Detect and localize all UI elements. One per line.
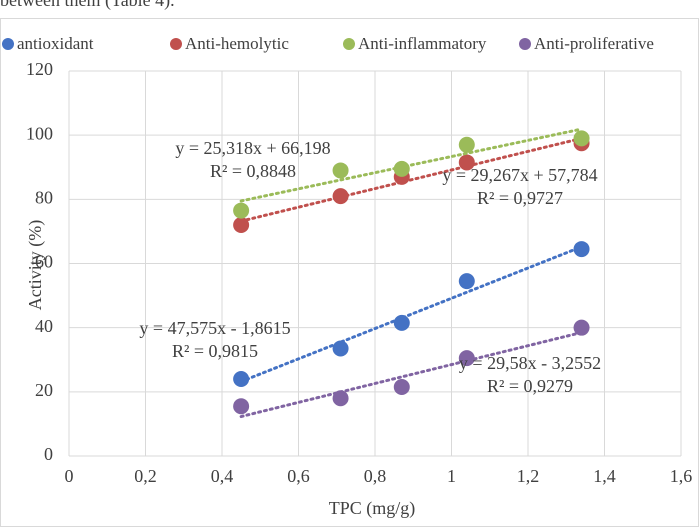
x-tick-label: 1,4 <box>593 466 616 486</box>
trendline-r2: R² = 0,9727 <box>477 188 563 208</box>
x-tick-label: 0,8 <box>364 466 387 486</box>
trendline-equation: y = 29,58x - 3,2552 <box>459 353 601 373</box>
x-tick-label: 1 <box>447 466 456 486</box>
x-tick-label: 0,4 <box>211 466 234 486</box>
y-tick-label: 120 <box>26 59 53 79</box>
x-tick-label: 0,2 <box>134 466 157 486</box>
data-point <box>332 340 349 357</box>
legend-label: Anti-proliferative <box>534 34 654 53</box>
x-tick-label: 0 <box>65 466 74 486</box>
x-axis-title: TPC (mg/g) <box>329 498 416 519</box>
data-point <box>332 390 349 407</box>
x-tick-label: 1,6 <box>670 466 693 486</box>
y-tick-label: 0 <box>44 444 53 464</box>
data-point <box>458 136 475 153</box>
legend-label: antioxidant <box>17 34 94 53</box>
y-tick-label: 60 <box>35 252 53 272</box>
x-tick-label: 0,6 <box>287 466 310 486</box>
data-point <box>233 202 250 219</box>
trendline <box>239 127 584 203</box>
data-point <box>458 154 475 171</box>
trendline-r2: R² = 0,8848 <box>210 161 296 181</box>
y-axis-title: Activity (%) <box>25 220 46 310</box>
data-point <box>233 371 250 387</box>
data-point <box>458 350 475 367</box>
data-point <box>573 319 590 336</box>
data-point <box>233 398 250 415</box>
data-point <box>332 188 349 205</box>
trendline-equation: y = 29,267x + 57,784 <box>442 165 597 185</box>
y-tick-label: 40 <box>35 316 53 336</box>
trendline <box>239 136 584 223</box>
data-point <box>573 130 590 147</box>
trendline-equation: y = 25,318x + 66,198 <box>175 138 330 158</box>
data-point <box>393 160 410 177</box>
trendline-equation: y = 47,575x - 1,8615 <box>139 318 290 338</box>
legend-marker <box>519 38 531 50</box>
trendline <box>239 245 584 384</box>
trendline <box>239 330 584 419</box>
data-point <box>332 162 349 179</box>
data-point <box>458 273 475 290</box>
data-point <box>393 379 410 396</box>
trendline-r2: R² = 0,9279 <box>487 376 573 396</box>
legend-marker <box>343 38 355 50</box>
caption: between them (Table 4). <box>0 0 175 11</box>
legend-label: Anti-hemolytic <box>185 34 289 53</box>
data-point <box>393 314 410 331</box>
legend-label: Anti-inflammatory <box>358 34 487 53</box>
y-tick-label: 100 <box>26 123 53 143</box>
y-tick-label: 80 <box>35 187 53 207</box>
x-tick-label: 1,2 <box>517 466 540 486</box>
y-tick-label: 20 <box>35 380 53 400</box>
data-point <box>233 217 250 233</box>
chart-frame <box>0 18 699 527</box>
data-point <box>573 241 590 258</box>
legend-marker <box>170 38 182 50</box>
trendline-r2: R² = 0,9815 <box>172 341 258 361</box>
legend-marker <box>2 38 14 50</box>
